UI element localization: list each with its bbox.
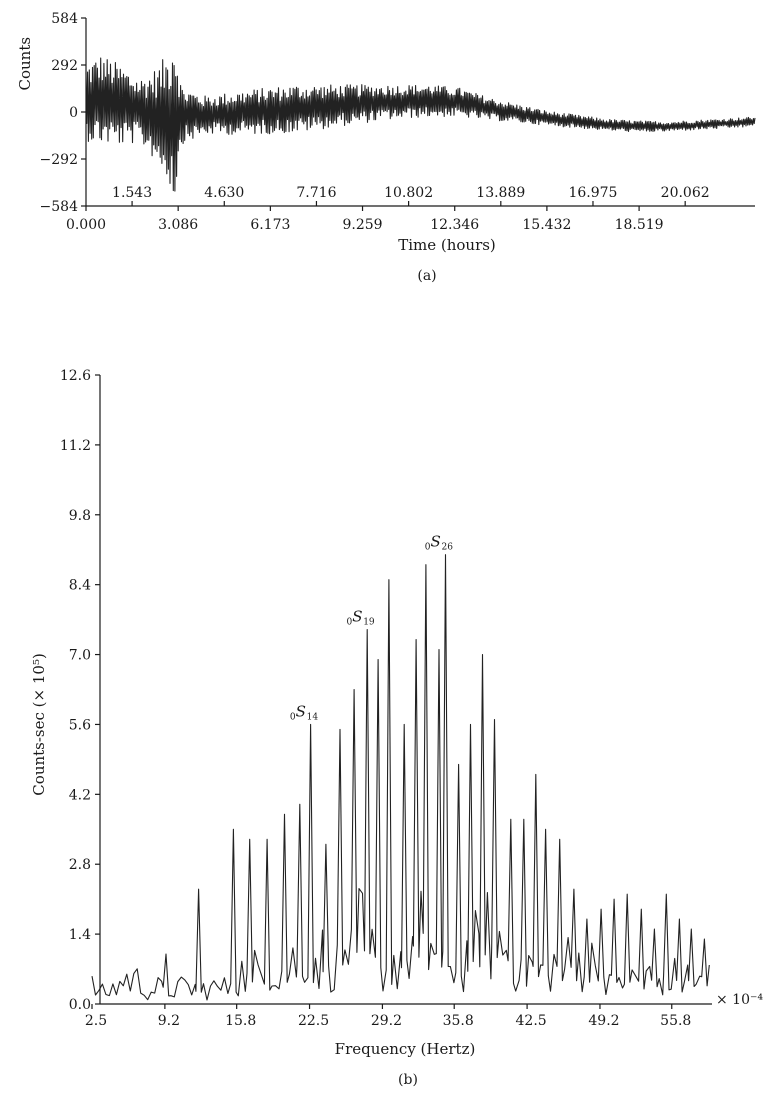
seismogram-x-tick-label: 7.716 [296, 185, 336, 201]
mode-overtone-number: 0 [290, 712, 296, 722]
spectrum-x-tick-label: 49.2 [588, 1013, 619, 1029]
seismogram-x-tick-label: 3.086 [158, 217, 198, 233]
spectrum-y-tick-label: 4.2 [69, 787, 91, 803]
mode-overtone-number: 0 [425, 543, 431, 553]
spectrum-x-ticks: 2.5 9.2 15.8 22.5 29.2 35.8 42.5 49.2 55.8 [85, 1004, 691, 1029]
seismogram-trace [85, 57, 756, 192]
seismogram-y-tick-label: 584 [51, 11, 78, 27]
seismogram-panel: 584 292 0 −292 −584 0.000 3.086 6.173 9.259 12.3… [16, 11, 756, 284]
seismogram-x-tick-label: 13.889 [476, 185, 525, 201]
seismogram-x-tick-label: 10.802 [384, 185, 433, 201]
mode-letter: S [296, 702, 306, 720]
frequency-multiplier-label: × 10⁻⁴ [716, 992, 763, 1008]
seismogram-x-tick-label: 18.519 [615, 217, 664, 233]
mode-letter: S [352, 608, 362, 626]
seismogram-x-tick-label: 6.173 [250, 217, 290, 233]
seismogram-x-tick-label: 16.975 [568, 185, 617, 201]
seismogram-x-tick-label: 12.346 [430, 217, 479, 233]
seismogram-y-axis-title: Counts [16, 37, 34, 91]
spectrum-x-tick-label: 55.8 [660, 1013, 691, 1029]
spectrum-y-tick-label: 9.8 [69, 508, 91, 524]
seismogram-y-tick-label: 0 [69, 105, 78, 121]
seismogram-x-tick-label: 1.543 [112, 185, 152, 201]
mode-angular-order: 19 [363, 618, 375, 628]
seismogram-y-tick-label: −292 [40, 152, 78, 168]
seismogram-x-tick-label: 15.432 [522, 217, 571, 233]
spectrum-y-tick-label: 2.8 [69, 857, 91, 873]
spectrum-caption: (b) [398, 1072, 418, 1088]
spectrum-panel: 0.0 1.4 2.8 4.2 5.6 7.0 8.4 9.8 11.2 12.6 2.5 9.2 1… [30, 368, 763, 1088]
seismogram-x-tick-label: 4.630 [204, 185, 244, 201]
spectrum-x-tick-label: 29.2 [371, 1013, 402, 1029]
seismogram-caption: (a) [417, 268, 436, 284]
spectrum-y-tick-label: 11.2 [60, 438, 91, 454]
spectrum-y-tick-label: 8.4 [69, 578, 91, 594]
spectrum-x-tick-label: 42.5 [516, 1013, 547, 1029]
mode-annotation: 0 S 14 [290, 702, 318, 722]
spectrum-x-tick-label: 35.8 [443, 1013, 474, 1029]
spectrum-x-tick-label: 2.5 [85, 1013, 107, 1029]
mode-overtone-number: 0 [346, 618, 352, 628]
spectrum-y-axis-title: Counts-sec (× 10⁵) [30, 653, 48, 796]
seismogram-y-tick-label: −584 [40, 199, 79, 215]
mode-letter: S [431, 533, 441, 551]
seismogram-x-tick-label: 0.000 [66, 217, 106, 233]
mode-angular-order: 26 [442, 543, 454, 553]
spectrum-x-axis-title: Frequency (Hertz) [335, 1040, 476, 1058]
spectrum-x-tick-label: 9.2 [158, 1013, 180, 1029]
seismogram-x-ticks: 0.000 3.086 6.173 9.259 12.346 15.432 18.519 1.… [66, 185, 710, 233]
seismogram-y-tick-label: 292 [51, 58, 78, 74]
spectrum-y-tick-label: 0.0 [69, 997, 91, 1013]
spectrum-y-ticks: 0.0 1.4 2.8 4.2 5.6 7.0 8.4 9.8 11.2 12.6 [60, 368, 100, 1013]
seismogram-y-ticks: 584 292 0 −292 −584 [40, 11, 86, 215]
mode-annotation: 0 S 26 [425, 533, 453, 553]
spectrum-y-tick-label: 7.0 [69, 648, 91, 664]
mode-annotations: 0 S 140 S 190 S 26 [290, 533, 453, 723]
seismogram-x-axis-title: Time (hours) [398, 236, 496, 254]
seismogram-x-tick-label: 20.062 [661, 185, 710, 201]
spectrum-trace [91, 554, 710, 1001]
spectrum-x-tick-label: 22.5 [298, 1013, 329, 1029]
seismogram-plot-area [85, 57, 756, 192]
spectrum-y-tick-label: 1.4 [69, 927, 91, 943]
spectrum-x-tick-label: 15.8 [225, 1013, 256, 1029]
seismogram-x-tick-label: 9.259 [342, 217, 382, 233]
spectrum-y-tick-label: 12.6 [60, 368, 91, 384]
spectrum-y-tick-label: 5.6 [69, 717, 91, 733]
mode-angular-order: 14 [307, 712, 319, 722]
mode-annotation: 0 S 19 [346, 608, 374, 628]
